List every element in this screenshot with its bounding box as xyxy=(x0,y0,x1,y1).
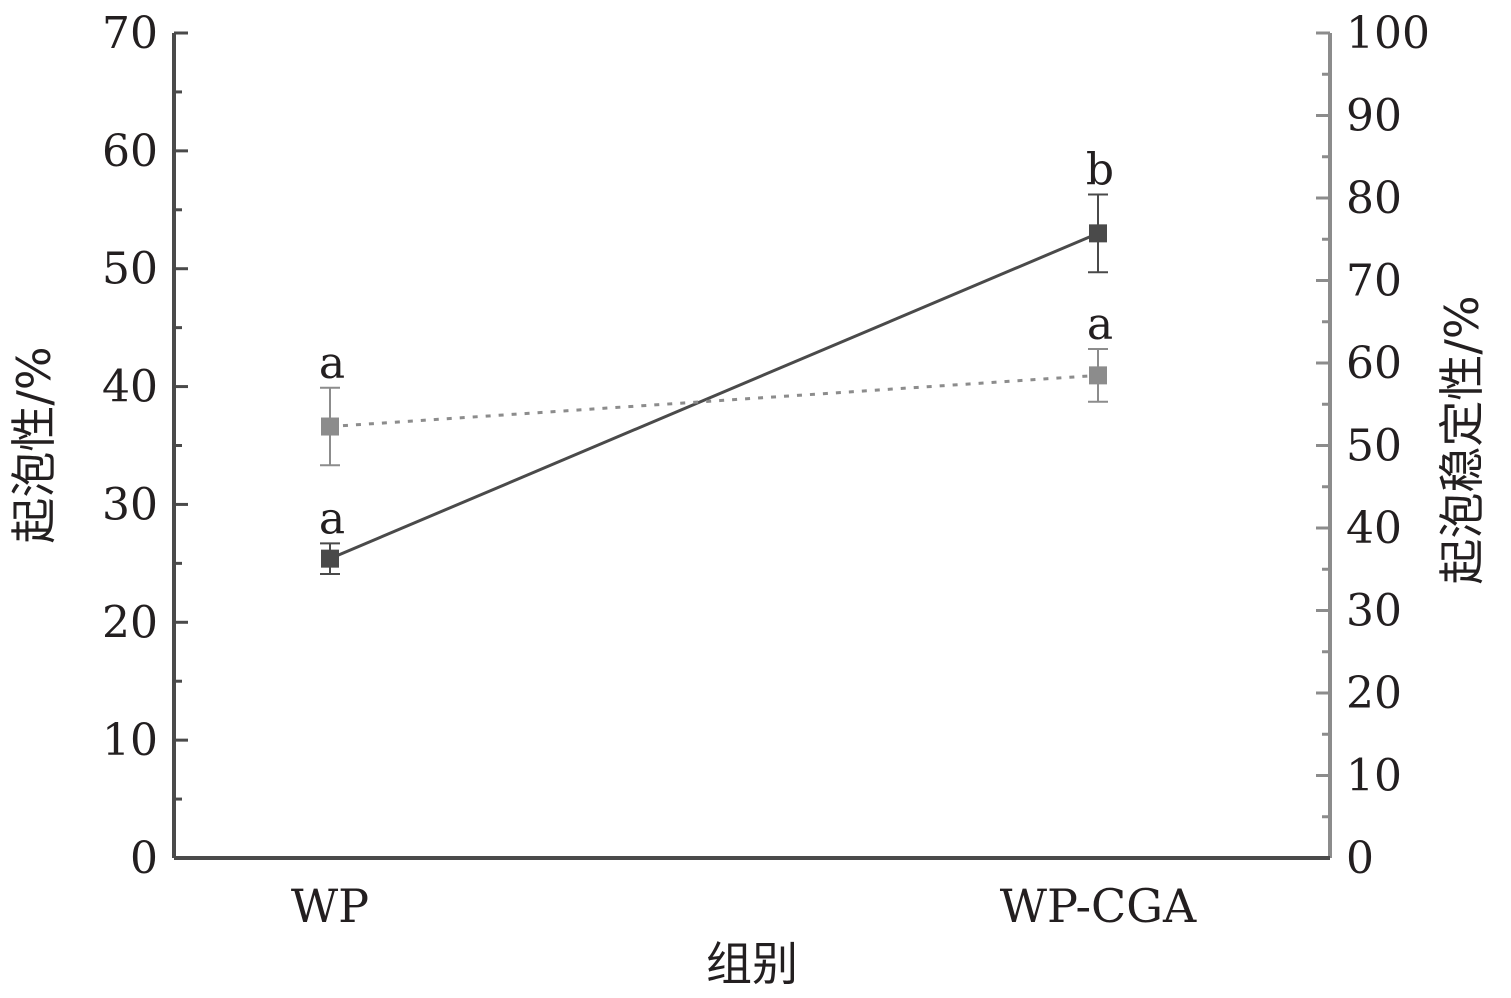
right-axis-group: 0 10 20 30 40 50 60 70 80 90 100 xyxy=(1316,8,1430,884)
left-axis-group: 0 10 20 30 40 50 60 70 xyxy=(102,8,188,884)
right-tick-label: 20 xyxy=(1346,668,1402,719)
right-tick-label: 50 xyxy=(1346,421,1402,472)
series-2-point xyxy=(1089,366,1107,385)
left-tick-label: 30 xyxy=(102,479,158,530)
right-tick-label: 70 xyxy=(1346,256,1402,307)
left-tick-label: 20 xyxy=(102,597,158,648)
left-tick-label: 50 xyxy=(102,244,158,295)
right-tick-label: 100 xyxy=(1346,8,1430,59)
series-1-line xyxy=(329,231,1099,561)
series-1-point xyxy=(321,549,339,568)
x-category-label: WP-CGA xyxy=(1000,879,1197,933)
left-tick-label: 40 xyxy=(102,362,158,413)
left-tick-label: 10 xyxy=(102,715,158,766)
left-tick-label: 0 xyxy=(130,833,158,884)
right-tick-label: 60 xyxy=(1346,338,1402,389)
left-tick-label: 60 xyxy=(102,126,158,177)
series-1-significance-label: a xyxy=(319,493,345,544)
x-axis-group: WP WP-CGA xyxy=(174,856,1330,933)
x-axis-title: 组别 xyxy=(706,937,798,991)
axis-titles-group: 组别 起泡性/% 起泡稳定性/% xyxy=(7,295,1489,991)
left-tick-label: 70 xyxy=(102,8,158,59)
left-y-axis-title: 起泡性/% xyxy=(7,346,61,543)
right-tick-label: 10 xyxy=(1346,751,1402,802)
right-y-axis-title: 起泡稳定性/% xyxy=(1435,295,1489,584)
series-2-point xyxy=(321,417,339,436)
right-tick-label: 40 xyxy=(1346,503,1402,554)
series-2-line xyxy=(329,373,1099,429)
right-tick-label: 30 xyxy=(1346,586,1402,637)
right-tick-label: 0 xyxy=(1346,833,1374,884)
series-1-point xyxy=(1089,224,1107,243)
series-group: a b a a xyxy=(319,144,1114,575)
x-category-label: WP xyxy=(291,879,369,933)
right-tick-label: 90 xyxy=(1346,91,1402,142)
series-2-significance-label: a xyxy=(1087,299,1113,350)
series-2-significance-label: a xyxy=(319,338,345,389)
series-1-significance-label: b xyxy=(1086,144,1114,195)
right-tick-label: 80 xyxy=(1346,173,1402,224)
